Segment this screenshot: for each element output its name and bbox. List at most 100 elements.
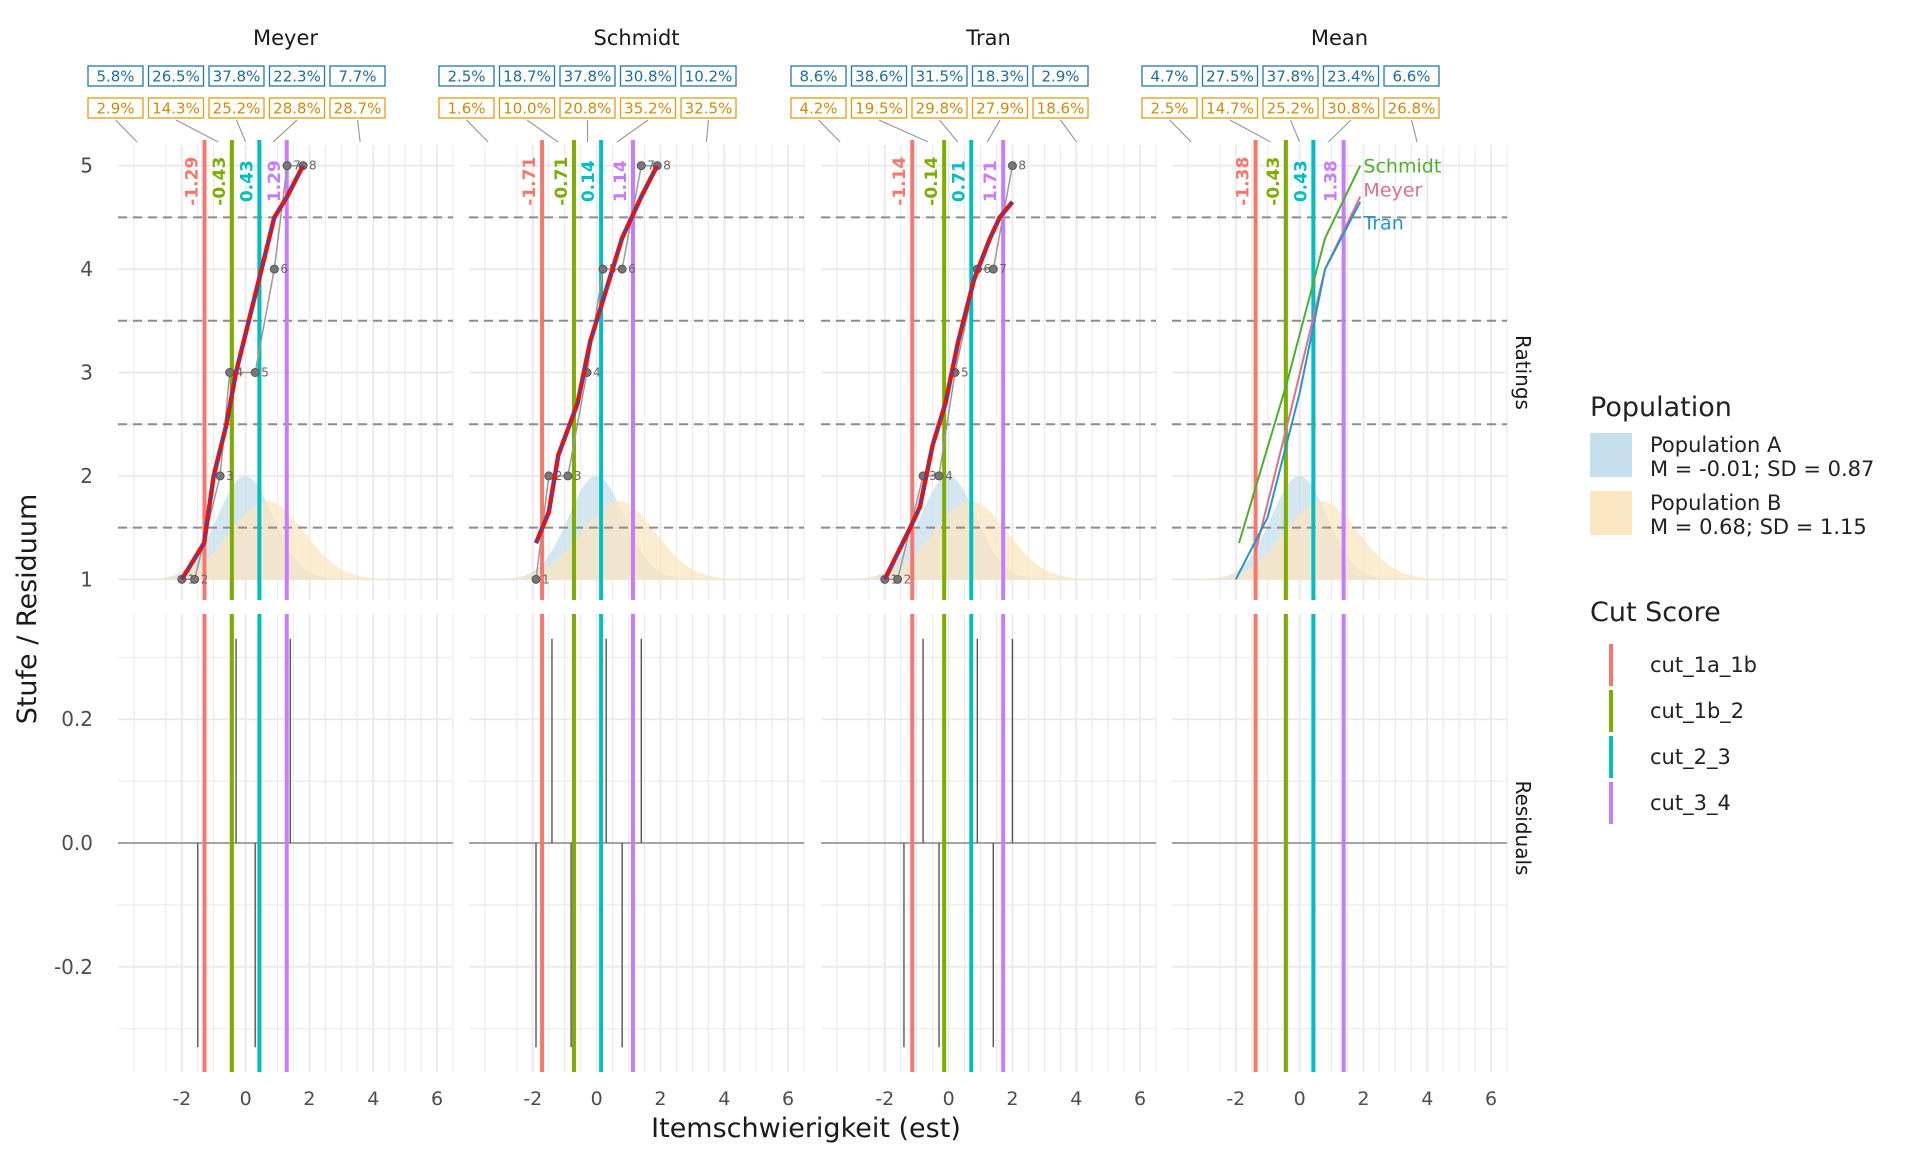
- pct-box: [1032, 65, 1089, 87]
- pct-label: 10.0%: [503, 100, 551, 118]
- pct-box: [329, 65, 386, 87]
- cut-legend-item-1a-1b: cut_1a_1b: [1590, 642, 1757, 688]
- pct-box: [1141, 65, 1198, 87]
- observed-point-label: 6: [280, 262, 288, 276]
- pct-label: 18.7%: [503, 68, 551, 86]
- fitted-curve-dash: [180, 165, 304, 580]
- pct-leader-line: [1289, 119, 1301, 143]
- observed-point-label: 3: [574, 469, 582, 483]
- cut-value-label: 0.14: [579, 160, 599, 202]
- density-population-b: [143, 501, 386, 580]
- pct-box: [680, 97, 737, 119]
- observed-point-label: 2: [555, 469, 563, 483]
- pct-box: [559, 97, 616, 119]
- cut-value-label: -1.14: [890, 157, 910, 206]
- pct-box: [680, 65, 737, 87]
- pct-label: 27.5%: [1206, 68, 1254, 86]
- pct-label: 5.8%: [96, 68, 134, 86]
- x-tick-label: -2: [875, 1088, 894, 1110]
- pct-label: 28.7%: [334, 100, 382, 118]
- observed-point-label: 5: [261, 366, 269, 380]
- x-tick-label: 2: [1006, 1088, 1018, 1110]
- population-legend: Population Population A M = -0.01; SD = …: [1590, 392, 1874, 549]
- density-population-b: [1197, 501, 1440, 580]
- pct-leader-line: [986, 119, 1001, 143]
- pct-leader-line: [1060, 119, 1078, 143]
- cut-value-label: -1.71: [520, 157, 540, 206]
- observed-point: [636, 161, 646, 171]
- observed-point: [893, 574, 903, 584]
- panel-title-tran: Tran: [965, 26, 1011, 50]
- cut-value-label: -0.14: [922, 157, 942, 206]
- pct-box: [87, 97, 144, 119]
- ratings-y-tick-label: 5: [80, 154, 93, 178]
- pct-leader-line: [1169, 119, 1192, 143]
- residual-y-tick-label: 0.2: [61, 707, 93, 731]
- cut-value-label: -0.71: [552, 157, 572, 206]
- cut-3-4-key: [1609, 782, 1613, 824]
- observed-point-label: 7: [293, 159, 301, 173]
- pct-box: [1262, 65, 1319, 87]
- cut-value-label: -1.29: [182, 157, 202, 206]
- row-label-residuals: Residuals: [1511, 781, 1535, 876]
- observed-point: [282, 161, 292, 171]
- ratings-y-tick-label: 1: [80, 567, 93, 591]
- pct-label: 1.6%: [447, 100, 485, 118]
- observed-point-label: 3: [226, 469, 234, 483]
- cut-value-label: 1.38: [1322, 160, 1342, 202]
- pct-leader-line: [616, 119, 649, 143]
- residual-y-tick-label: 0.0: [61, 831, 93, 855]
- pct-label: 37.8%: [213, 68, 261, 86]
- x-tick-label: -2: [172, 1088, 191, 1110]
- pct-box: [911, 97, 968, 119]
- pct-box: [1322, 97, 1380, 119]
- observed-point: [544, 471, 554, 481]
- cut-3-4-label: cut_3_4: [1650, 791, 1731, 815]
- pct-box: [268, 97, 326, 119]
- cut-value-label: 1.14: [611, 160, 631, 202]
- x-tick-label: 6: [431, 1088, 443, 1110]
- population-a-legend-item: Population A M = -0.01; SD = 0.87: [1590, 433, 1874, 481]
- pct-box: [268, 65, 326, 87]
- observed-point: [250, 368, 260, 377]
- pct-leader-line: [878, 119, 929, 143]
- y-axis-title: Stufe / Residuum: [12, 494, 43, 725]
- pct-box: [1322, 65, 1380, 87]
- x-tick-label: -2: [1226, 1088, 1245, 1110]
- population-a-name: Population A: [1650, 433, 1782, 457]
- observed-point-label: 6: [983, 262, 991, 276]
- pct-box: [147, 65, 205, 87]
- cut-value-label: 1.29: [265, 160, 285, 202]
- observed-point: [269, 264, 279, 274]
- ratings-y-tick-label: 4: [80, 257, 93, 281]
- rater-line-schmidt: [1238, 165, 1362, 544]
- x-tick-label: -2: [523, 1088, 542, 1110]
- cut-value-label: -1.38: [1234, 157, 1254, 206]
- pct-leader-line: [466, 119, 489, 143]
- pct-label: 2.5%: [1150, 100, 1188, 118]
- pct-label: 32.5%: [685, 100, 733, 118]
- pct-box: [790, 97, 847, 119]
- observed-point-label: 1: [542, 572, 550, 586]
- observed-point: [225, 368, 235, 377]
- observed-point: [988, 264, 998, 274]
- observed-point-label: 8: [309, 159, 317, 173]
- x-tick-label: 2: [303, 1088, 315, 1110]
- pct-box: [498, 97, 556, 119]
- observed-point-label: 6: [628, 262, 636, 276]
- cut-2-3-label: cut_2_3: [1650, 745, 1731, 769]
- observed-point-label: 7: [999, 262, 1007, 276]
- pct-box: [1383, 65, 1440, 87]
- observed-point-label: 5: [961, 366, 969, 380]
- cut-value-label: 0.43: [1291, 160, 1311, 202]
- pct-box: [147, 97, 205, 119]
- pct-label: 7.7%: [338, 68, 376, 86]
- pct-label: 27.9%: [976, 100, 1024, 118]
- pct-box: [850, 97, 908, 119]
- population-a-stats: M = -0.01; SD = 0.87: [1650, 457, 1875, 481]
- pct-label: 14.3%: [152, 100, 200, 118]
- pct-label: 2.9%: [96, 100, 134, 118]
- fitted-curve-dash: [535, 165, 659, 544]
- pct-box: [1201, 65, 1259, 87]
